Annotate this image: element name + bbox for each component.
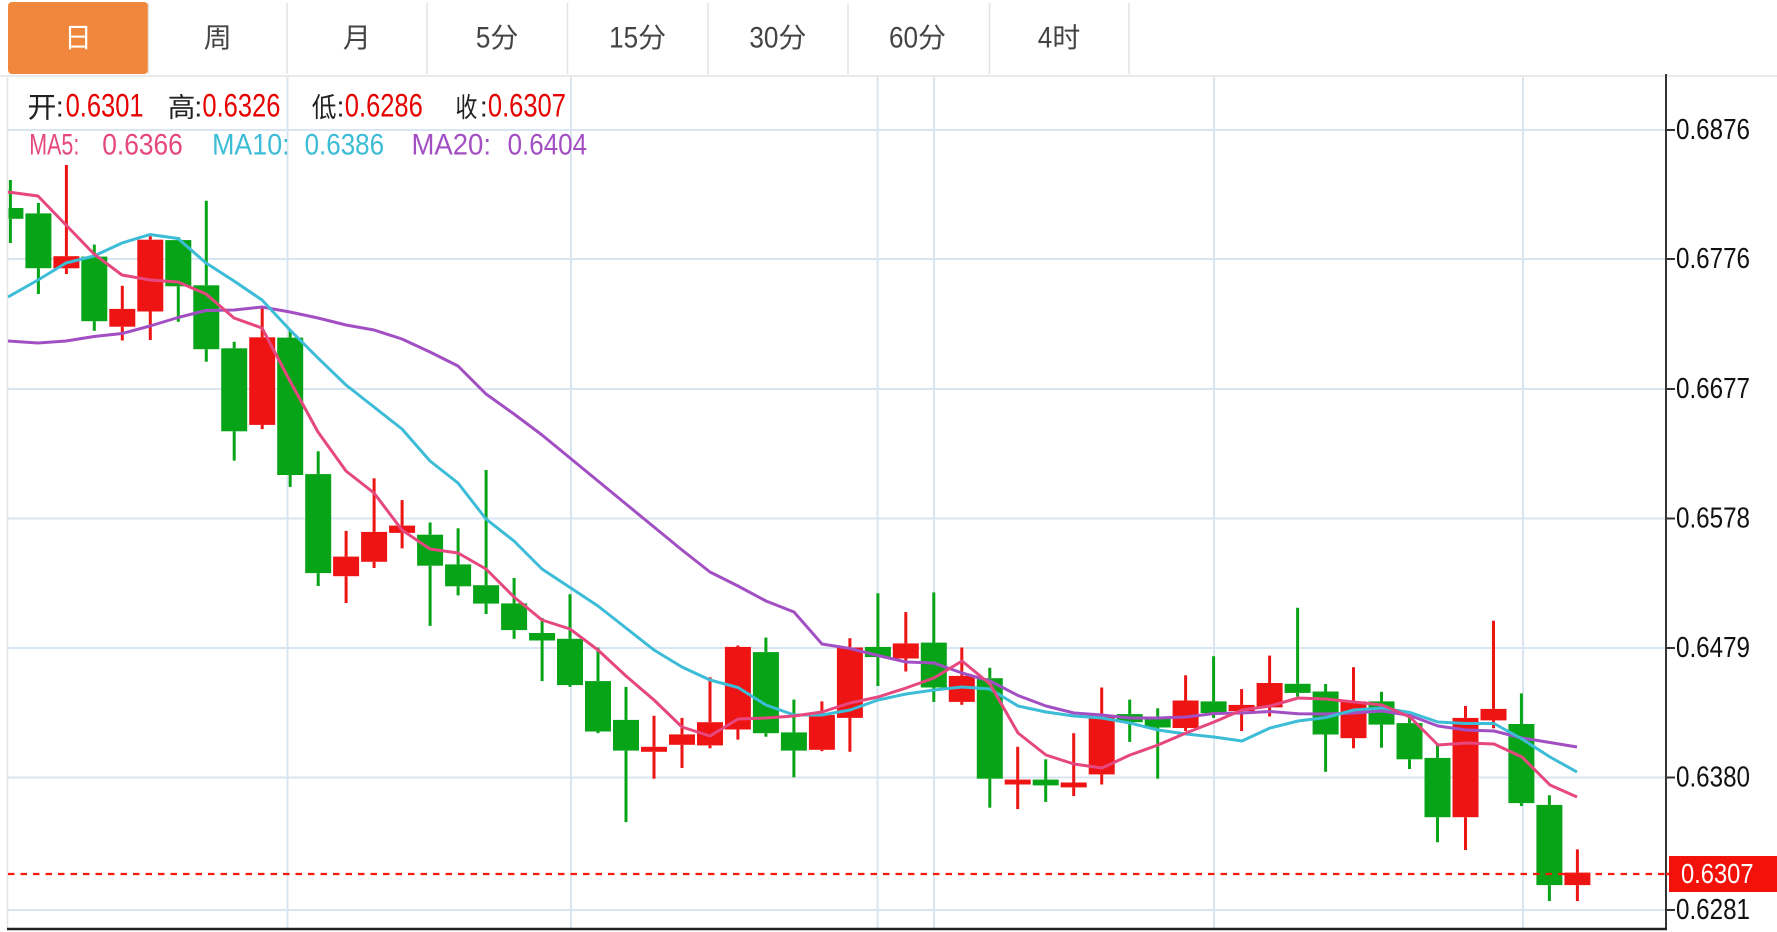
svg-text:0.6281: 0.6281 bbox=[1676, 894, 1750, 926]
svg-text:0.6307: 0.6307 bbox=[488, 88, 566, 124]
svg-text:0.6776: 0.6776 bbox=[1676, 243, 1750, 275]
svg-text:0.6876: 0.6876 bbox=[1676, 114, 1750, 146]
svg-text:30: 30 bbox=[749, 22, 778, 55]
svg-text:4: 4 bbox=[1038, 22, 1053, 55]
svg-text:60: 60 bbox=[889, 22, 918, 55]
svg-text:0.6301: 0.6301 bbox=[66, 88, 144, 124]
svg-text::: : bbox=[337, 92, 345, 124]
svg-text:MA5:: MA5: bbox=[29, 129, 79, 162]
svg-text:0.6578: 0.6578 bbox=[1676, 503, 1750, 535]
svg-text::: : bbox=[56, 92, 64, 124]
svg-text:0.6404: 0.6404 bbox=[508, 129, 587, 162]
svg-text:0.6307: 0.6307 bbox=[1681, 858, 1754, 889]
svg-text:0.6380: 0.6380 bbox=[1676, 762, 1750, 794]
svg-text::: : bbox=[480, 92, 488, 124]
svg-text:0.6386: 0.6386 bbox=[305, 129, 385, 162]
svg-text:5: 5 bbox=[476, 22, 491, 55]
svg-text:MA10:: MA10: bbox=[212, 129, 290, 162]
svg-text:15: 15 bbox=[609, 22, 638, 55]
svg-text:0.6677: 0.6677 bbox=[1676, 373, 1750, 405]
svg-text::: : bbox=[194, 92, 202, 124]
svg-text:0.6326: 0.6326 bbox=[202, 88, 280, 124]
svg-text:0.6479: 0.6479 bbox=[1676, 632, 1750, 664]
svg-text:0.6286: 0.6286 bbox=[345, 88, 423, 124]
svg-text:MA20:: MA20: bbox=[412, 129, 492, 162]
svg-text:0.6366: 0.6366 bbox=[102, 129, 183, 162]
